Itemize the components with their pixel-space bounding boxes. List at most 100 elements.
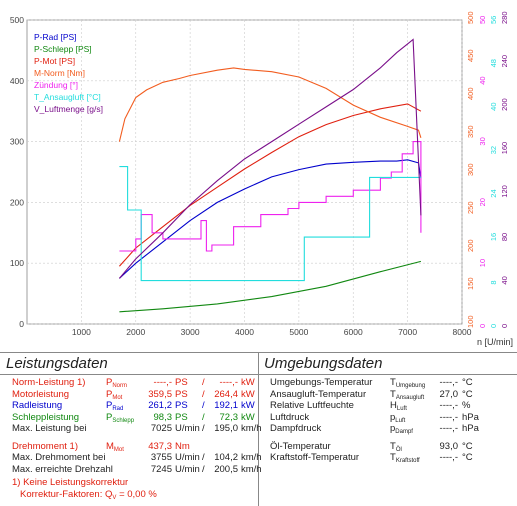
row-label: Max. Drehmoment bei [12,452,106,463]
row-label: Max. erreichte Drehzahl [12,463,113,475]
series-line-6 [118,38,422,279]
row-value1: 437,3 [148,440,172,452]
x-tick-label: 8000 [453,327,472,337]
row-symbol: pLuft [390,411,406,424]
row-unit: °C [462,452,473,463]
right-axis-tick-label: 50 [478,16,487,24]
row-unit2: kW [241,377,255,388]
right-axis-tick-label: 40 [478,76,487,84]
right-axis-tick-label: 450 [466,49,475,62]
footnote-no-correction: 1) Keine Leistungskorrektur [12,477,129,488]
legend-entry: Zündung [°] [34,80,78,90]
right-axis-tick-label: 240 [500,55,509,68]
series-line-3 [118,67,422,142]
row-unit: °C [462,440,473,452]
legend-entry: T_Ansaugluft [°C] [34,92,101,102]
right-axis-tick-label: 0 [489,324,498,328]
row-value: ----,- [439,377,458,388]
legend-entry: P-Mot [PS] [34,56,75,66]
data-tables: Leistungsdaten Umgebungsdaten Norm-Leist… [0,352,517,506]
right-axis-tick-label: 20 [478,198,487,206]
row-sep: / [202,423,205,434]
series-line-0 [119,159,422,279]
row-unit1: PS [175,388,188,400]
correction-symbol: QV [105,489,117,501]
row-symbol: TKraftstoff [390,452,420,464]
right-axis-tick-label: 350 [466,125,475,138]
x-tick-label: 1000 [72,327,91,337]
row-unit: hPa [462,423,479,434]
row-value2: 104,2 [214,452,238,463]
right-axis-tick-label: 40 [489,103,498,111]
right-axes: 1001502002503003504004505000102030405008… [466,11,509,328]
right-axis-tick-label: 32 [489,146,498,154]
table-divider [258,353,259,506]
row-label: Schleppleistung [12,411,80,423]
row-value: ----,- [439,452,458,463]
row-unit: % [462,400,471,411]
x-tick-label: 4000 [235,327,254,337]
row-value1: 359,5 [148,388,172,400]
row-unit1: Nm [175,440,190,452]
right-axis-tick-label: 80 [500,233,509,241]
correction-value: = 0,00 % [119,489,157,500]
row-symbol: TAnsaugluft [390,388,425,401]
row-symbol: TUmgebung [390,377,426,389]
right-axis-tick-label: 120 [500,185,509,198]
left-tick-label: 300 [10,137,24,147]
right-axis-tick-label: 100 [466,315,475,328]
row-symbol: PNorm [106,377,128,389]
row-sep: / [202,452,205,463]
table-header-rule [0,374,517,375]
left-tick-label: 500 [10,15,24,25]
row-symbol: TÖl [390,440,402,453]
legend: P-Rad [PS] P-Schlepp [PS] P-Mot [PS] M-Norm… [34,32,103,114]
row-sep: / [202,411,205,423]
row-sep: / [202,377,205,388]
row-value2: 200,5 [214,463,238,475]
row-label: Umgebungs-Temperatur [270,377,373,388]
row-symbol: HLuft [390,400,407,412]
row-unit1: U/min [175,423,200,434]
chart-background [0,0,517,352]
legend-entry: V_Luftmenge [g/s] [34,104,103,114]
row-unit: °C [462,388,473,400]
row-label: Norm-Leistung 1) [12,377,86,388]
right-axis-tick-label: 150 [466,277,475,290]
right-axis-tick-label: 200 [500,98,509,111]
x-tick-label: 5000 [289,327,308,337]
row-value: ----,- [439,411,458,423]
row-symbol: PRad [106,400,124,412]
row-value2: 264,4 [214,388,238,400]
right-axis-tick-label: 16 [489,233,498,241]
row-value: 93,0 [439,440,459,452]
legend-entry: P-Rad [PS] [34,32,77,42]
row-sep: / [202,463,205,475]
right-axis-tick-label: 30 [478,137,487,145]
row-value1: 7245 [150,463,172,475]
row-value1: 98,3 [153,411,173,423]
grid [26,19,463,325]
row-unit2: kW [241,411,255,423]
row-value: 27,0 [439,388,459,400]
x-axis-label: n [U/min] [477,337,513,347]
row-value: ----,- [439,400,458,411]
row-value1: 261,2 [148,400,172,411]
row-symbol: PMot [106,388,123,401]
row-unit2: kW [241,388,255,400]
row-symbol: PSchlepp [106,411,135,424]
left-axis: 0 100 200 300 400 500 [10,15,24,329]
row-label: Relative Luftfeuchte [270,400,354,411]
left-tick-label: 100 [10,258,24,268]
right-axis-tick-label: 8 [489,280,498,284]
row-value1: 3755 [150,452,172,463]
row-value2: 72,3 [219,411,239,423]
row-symbol: MMot [106,440,124,453]
row-value: ----,- [439,423,458,434]
right-axis-tick-label: 200 [466,239,475,252]
correction-label: Korrektur-Faktoren: [20,489,103,500]
row-label: Ansaugluft-Temperatur [270,388,367,400]
row-sep: / [202,400,205,411]
x-tick-label: 6000 [344,327,363,337]
